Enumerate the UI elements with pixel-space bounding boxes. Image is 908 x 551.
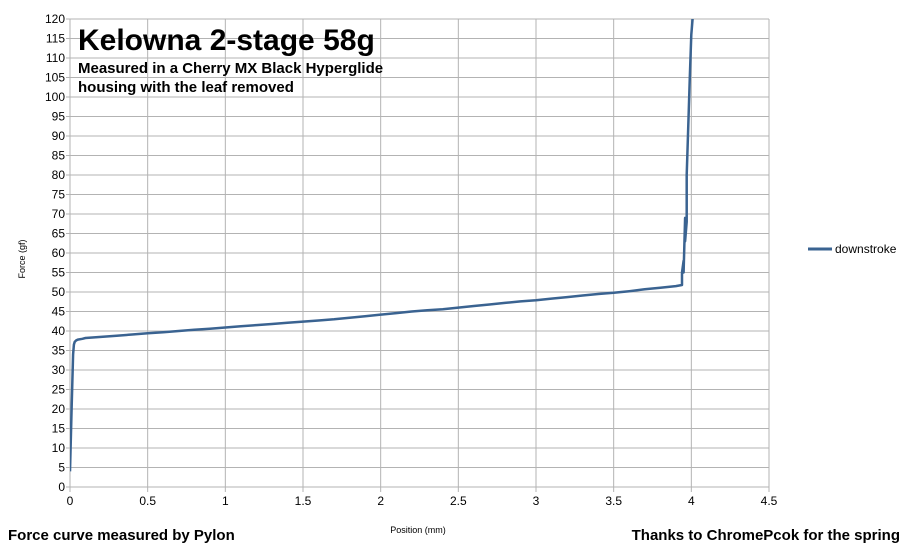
y-tick-label: 90 [52, 129, 66, 143]
x-tick-label: 1.5 [295, 494, 312, 508]
chart-grid [69, 18, 770, 488]
y-tick-label: 40 [52, 324, 66, 338]
x-axis-title: Position (mm) [390, 525, 446, 535]
y-tick-label: 10 [52, 441, 66, 455]
x-tick-label: 3 [533, 494, 540, 508]
y-tick-label: 15 [52, 422, 66, 436]
y-tick-label: 45 [52, 305, 66, 319]
y-tick-label: 95 [52, 110, 66, 124]
chart-axes [66, 18, 770, 492]
y-tick-label: 50 [52, 285, 66, 299]
y-tick-label: 70 [52, 207, 66, 221]
x-tick-label: 2.5 [450, 494, 467, 508]
y-tick-label: 60 [52, 246, 66, 260]
x-tick-label: 4 [688, 494, 695, 508]
y-tick-label: 30 [52, 363, 66, 377]
y-tick-label: 75 [52, 188, 66, 202]
x-tick-label: 3.5 [605, 494, 622, 508]
y-axis-ticks: 0 5 10 15 20 25 30 35 40 45 50 55 60 65 70 75 80 85 90 95 10… [45, 12, 65, 494]
y-tick-label: 100 [45, 90, 65, 104]
series-line-downstroke [70, 19, 694, 472]
legend: downstroke [808, 242, 897, 256]
y-tick-label: 5 [58, 461, 65, 475]
x-tick-label: 1 [222, 494, 229, 508]
chart-subtitle-line-2: housing with the leaf removed [78, 79, 294, 96]
x-tick-label: 4.5 [761, 494, 778, 508]
y-tick-label: 105 [45, 71, 65, 85]
legend-label-downstroke: downstroke [835, 242, 897, 256]
y-tick-label: 65 [52, 227, 66, 241]
footer-credit-left: Force curve measured by Pylon [8, 527, 235, 544]
y-tick-label: 25 [52, 383, 66, 397]
y-tick-label: 85 [52, 149, 66, 163]
y-axis-title: Force (gf) [17, 239, 27, 278]
y-tick-label: 55 [52, 266, 66, 280]
x-tick-label: 0.5 [139, 494, 156, 508]
y-tick-label: 20 [52, 402, 66, 416]
x-tick-label: 0 [67, 494, 74, 508]
footer-credit-right: Thanks to ChromePcok for the spring [631, 527, 900, 544]
chart-subtitle-line-1: Measured in a Cherry MX Black Hyperglide [78, 60, 383, 77]
y-tick-label: 80 [52, 168, 66, 182]
chart-title: Kelowna 2-stage 58g [78, 24, 375, 57]
x-axis-ticks: 0 0.5 1 1.5 2 2.5 3 3.5 4 4.5 [67, 494, 778, 508]
y-tick-label: 0 [58, 480, 65, 494]
y-tick-label: 35 [52, 344, 66, 358]
x-tick-label: 2 [377, 494, 384, 508]
y-tick-label: 110 [46, 51, 65, 65]
chart-series [70, 19, 694, 472]
y-tick-label: 120 [45, 12, 65, 26]
y-tick-label: 115 [46, 32, 65, 46]
